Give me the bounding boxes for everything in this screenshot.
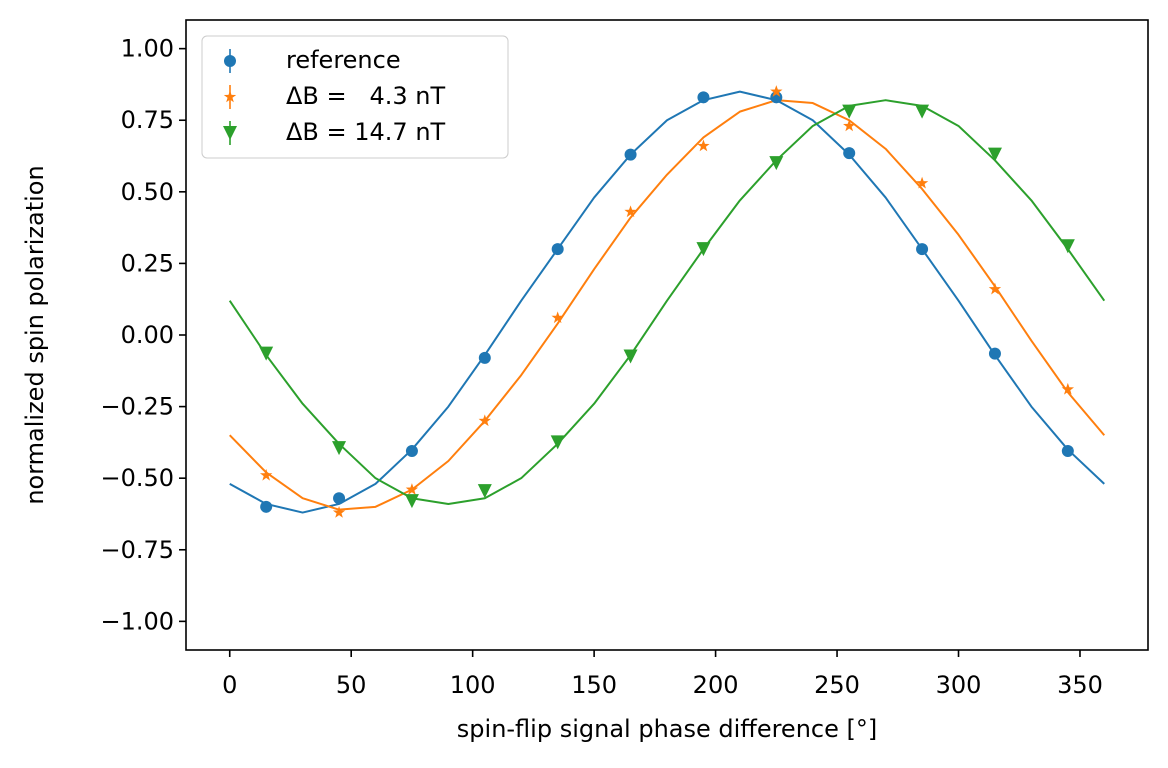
x-tick-label: 300	[936, 671, 982, 699]
point	[551, 311, 564, 324]
point	[404, 494, 419, 509]
x-tick-label: 150	[571, 671, 617, 699]
y-tick-label: 1.00	[121, 35, 174, 63]
point	[842, 104, 857, 119]
fit-line	[229, 99, 1106, 511]
point	[332, 506, 346, 518]
y-tick-label: 0.75	[121, 106, 174, 134]
x-axis-label: spin-flip signal phase difference [°]	[457, 715, 877, 743]
y-tick-label: −0.50	[100, 464, 174, 492]
legend-marker	[223, 126, 237, 140]
fit-line	[228, 99, 1106, 505]
y-tick-label: −0.25	[100, 393, 174, 421]
legend-label: ΔB = 4.3 nT	[286, 82, 446, 110]
point	[988, 282, 1002, 295]
point	[477, 484, 492, 499]
plot-frame	[185, 19, 1149, 651]
point	[332, 441, 347, 456]
x-tick-label: 100	[450, 671, 496, 699]
point	[915, 176, 929, 189]
point	[696, 242, 711, 257]
legend-marker	[223, 90, 237, 103]
point	[405, 483, 419, 495]
point	[843, 119, 856, 132]
point	[915, 104, 930, 119]
point	[770, 85, 783, 97]
x-tick-label: 0	[222, 671, 237, 699]
point	[987, 147, 1002, 162]
fit-line	[229, 90, 1105, 514]
point	[623, 349, 638, 364]
x-tick-label: 50	[336, 671, 367, 699]
legend: reference ΔB = 4.3 nT ΔB = 14.7 nT	[201, 35, 509, 159]
point	[624, 205, 637, 218]
legend-marker	[224, 55, 236, 67]
point	[1061, 382, 1075, 395]
point	[405, 444, 418, 457]
y-axis-label: normalized spin polarization	[21, 165, 49, 504]
point	[843, 147, 856, 160]
y-tick-label: −0.75	[100, 536, 174, 564]
point	[260, 500, 273, 513]
point	[697, 91, 710, 104]
point	[478, 414, 491, 427]
legend-box	[201, 35, 509, 159]
y-tick-label: −1.00	[100, 607, 174, 635]
y-tick-label: 0.00	[121, 321, 174, 349]
point	[1060, 239, 1075, 254]
legend-label: reference	[286, 46, 401, 74]
point	[333, 492, 346, 505]
point	[1061, 444, 1074, 457]
y-tick-label: 0.25	[121, 249, 174, 277]
point	[769, 156, 784, 171]
point	[478, 351, 491, 364]
point	[697, 139, 710, 152]
x-tick-label: 350	[1057, 671, 1103, 699]
legend-label: ΔB = 14.7 nT	[286, 118, 446, 146]
point	[259, 468, 273, 481]
point	[259, 346, 274, 361]
x-tick-label: 200	[693, 671, 739, 699]
point	[988, 347, 1001, 360]
point	[916, 243, 929, 256]
x-tick-label: 250	[814, 671, 860, 699]
point	[550, 435, 565, 450]
point	[624, 148, 637, 161]
point	[551, 243, 564, 256]
y-tick-label: 0.50	[121, 178, 174, 206]
